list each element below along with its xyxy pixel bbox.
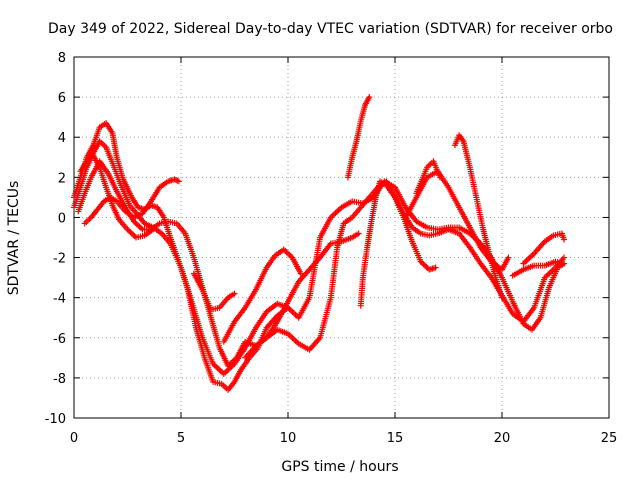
series-track-15: [520, 230, 568, 267]
data-point: [505, 254, 512, 261]
data-point: [499, 294, 505, 301]
data-points: [71, 94, 568, 393]
series-track-13: [413, 158, 443, 197]
y-tick-label: -6: [53, 332, 66, 347]
data-point: [436, 174, 443, 181]
y-tick-label: -2: [53, 252, 66, 267]
series-track-6: [220, 246, 304, 345]
x-tick-label: 5: [177, 431, 185, 446]
x-tick-label: 25: [601, 431, 618, 446]
series-track-7: [190, 270, 238, 313]
x-axis-ticks: 0 5 10 15 20 25: [70, 57, 617, 446]
data-point: [231, 290, 238, 297]
y-axis-label: SDTVAR / TECUs: [6, 181, 22, 296]
y-tick-label: -8: [53, 372, 66, 387]
y-tick-label: 4: [58, 131, 66, 146]
data-point: [150, 226, 157, 233]
y-axis-ticks: -10 -8 -6 -4 -2 0 2 4 6 8: [45, 51, 609, 427]
series-track-14: [509, 258, 568, 279]
series-track-5: [77, 152, 157, 241]
x-tick-label: 10: [280, 431, 297, 446]
series-track-12: [451, 132, 505, 301]
series-track-9: [357, 178, 439, 309]
y-tick-label: 2: [58, 171, 66, 186]
data-point: [174, 177, 181, 184]
y-tick-label: 8: [58, 51, 66, 66]
x-axis-label: GPS time / hours: [281, 459, 398, 475]
series-track-10: [344, 94, 373, 181]
grid: [74, 57, 609, 418]
data-point: [561, 236, 568, 243]
data-point: [561, 260, 568, 267]
series-track-4: [81, 176, 182, 227]
chart-title: Day 349 of 2022, Sidereal Day-to-day VTE…: [48, 21, 613, 37]
data-point: [175, 178, 182, 185]
data-point: [173, 177, 180, 184]
y-tick-label: -4: [53, 292, 66, 307]
data-point: [366, 94, 373, 101]
series-track-8: [242, 230, 362, 361]
x-tick-label: 0: [70, 431, 78, 446]
y-tick-label: 6: [58, 91, 66, 106]
data-point: [355, 230, 362, 237]
plot-frame: [73, 56, 610, 419]
y-tick-label: 0: [58, 211, 66, 226]
data-point: [561, 254, 568, 261]
x-tick-label: 15: [387, 431, 404, 446]
data-point: [432, 264, 439, 271]
x-tick-label: 20: [494, 431, 511, 446]
y-tick-label: -10: [45, 412, 66, 427]
